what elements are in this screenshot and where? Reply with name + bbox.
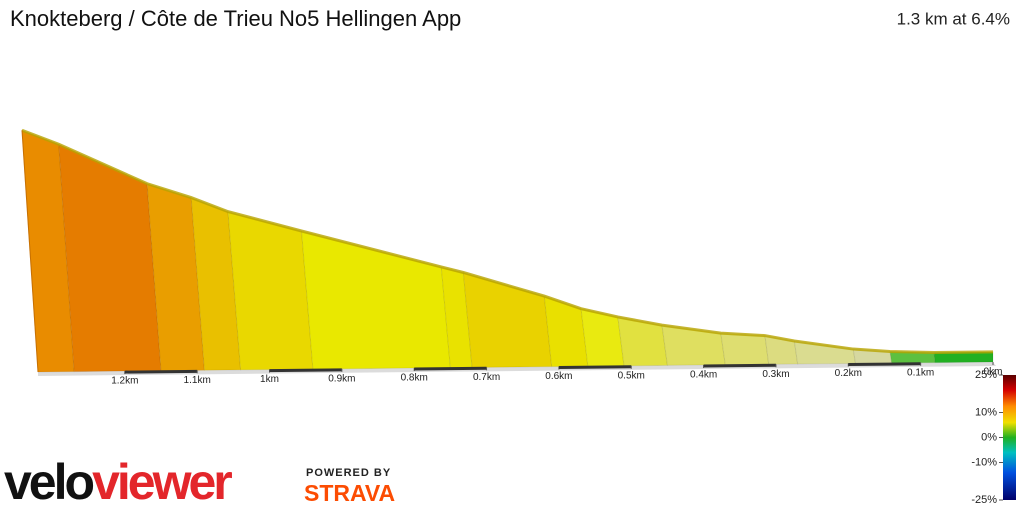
segment bbox=[300, 230, 451, 370]
x-tick-label: 0.1km bbox=[907, 367, 934, 378]
x-tick-label: 0.6km bbox=[545, 371, 572, 382]
x-tick-label: 0.5km bbox=[618, 370, 645, 381]
chart-subtitle: 1.3 km at 6.4% bbox=[897, 9, 1010, 28]
x-tick-label: 1km bbox=[260, 374, 279, 385]
profile-line bbox=[21, 128, 994, 355]
chart-title: Knokteberg / Côte de Trieu No5 Hellingen… bbox=[10, 6, 461, 31]
x-tick-label: 0.8km bbox=[401, 373, 428, 384]
x-tick-label: 0.2km bbox=[835, 368, 862, 379]
logo-part: velo bbox=[4, 454, 94, 510]
x-tick-label: 0.3km bbox=[762, 369, 789, 380]
logo-part: viewer bbox=[92, 454, 232, 510]
segment bbox=[58, 143, 162, 373]
scale-label: 25% bbox=[975, 369, 997, 381]
logo: veloviewer bbox=[4, 454, 232, 510]
axis-band bbox=[558, 365, 632, 370]
color-scale bbox=[1003, 375, 1016, 500]
scale-label: 0% bbox=[981, 431, 997, 443]
axis-band bbox=[703, 363, 776, 368]
scale-label: -25% bbox=[971, 494, 997, 506]
segment bbox=[227, 210, 314, 371]
powered-by: POWERED BY bbox=[306, 467, 391, 479]
axis-band bbox=[269, 368, 342, 373]
axis-band bbox=[124, 369, 198, 374]
x-tick-label: 0.4km bbox=[690, 370, 717, 381]
x-tick-label: 0.7km bbox=[473, 372, 500, 383]
axis-band bbox=[848, 362, 921, 367]
x-tick-label: 0.9km bbox=[328, 373, 355, 384]
scale-label: -10% bbox=[971, 456, 997, 468]
x-tick-label: 0km bbox=[984, 367, 1003, 378]
x-tick-label: 1.1km bbox=[184, 375, 211, 386]
profile-edge bbox=[21, 130, 39, 373]
x-tick-label: 1.2km bbox=[111, 376, 138, 387]
scale-label: 10% bbox=[975, 406, 997, 418]
axis-band bbox=[414, 366, 487, 371]
segment bbox=[720, 332, 770, 366]
strava: STRAVA bbox=[304, 480, 395, 506]
segment bbox=[543, 295, 589, 368]
